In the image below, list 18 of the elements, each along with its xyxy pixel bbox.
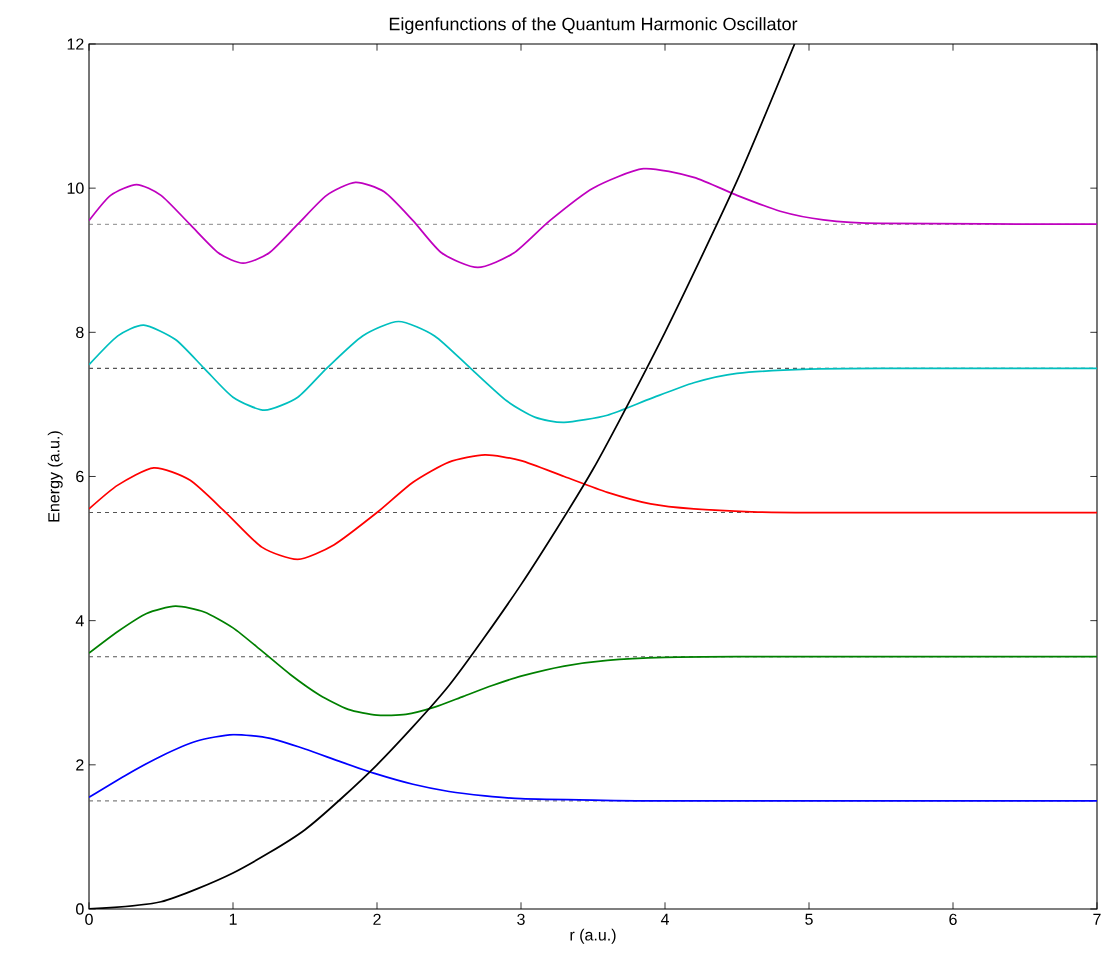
x-axis-title: r (a.u.) [570,928,616,944]
y-tick-label: 8 [76,326,84,338]
y-axis-title: Energy (a.u.) [47,431,63,522]
x-tick-label: 3 [517,913,525,926]
y-tick-label: 0 [76,903,84,915]
x-tick-label: 6 [949,913,957,926]
x-tick-label: 7 [1093,913,1101,925]
x-tick-label: 4 [660,913,669,925]
y-tick-label: 2 [76,759,84,771]
y-tick-label: 10 [67,182,84,194]
y-tick-label: 4 [75,615,84,627]
x-tick-label: 2 [373,913,381,925]
x-tick-label: 0 [85,913,93,926]
x-tick-label: 1 [229,913,237,925]
chart-title: Eigenfunctions of the Quantum Harmonic Oscillator [389,17,798,34]
y-tick-label: 6 [76,470,84,483]
x-tick-label: 5 [805,913,813,925]
y-tick-label: 12 [67,38,84,50]
